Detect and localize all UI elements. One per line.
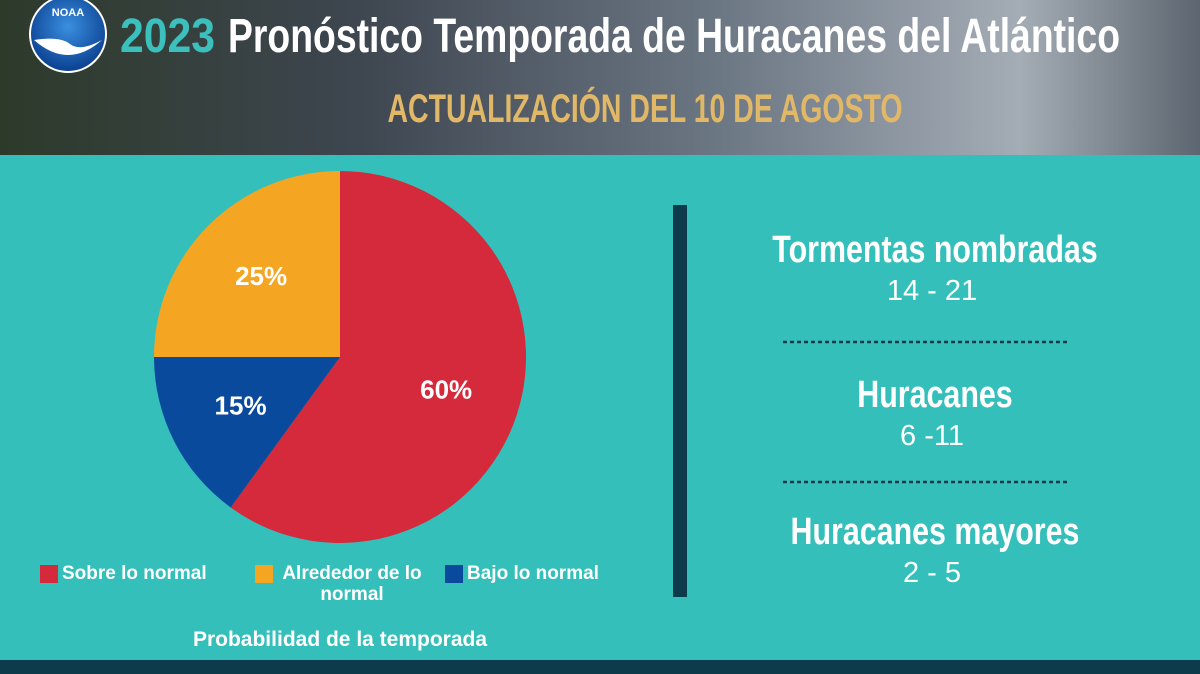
stat-range: 6 -11 — [900, 420, 964, 452]
stat-range: 2 - 5 — [903, 557, 961, 589]
pie-slice — [230, 171, 526, 543]
legend-item: Alrededor de lo normal — [282, 563, 422, 605]
footer-strip — [0, 660, 1200, 674]
pie-slice — [154, 171, 340, 357]
stat-label: Huracanes mayores — [791, 511, 1080, 553]
stat-label: Tormentas nombradas — [772, 229, 1097, 271]
header-subtitle: ACTUALIZACIÓN DEL 10 DE AGOSTO — [388, 85, 903, 131]
legend-item: Sobre lo normal — [62, 563, 207, 584]
divider — [673, 205, 687, 597]
chart-caption: Probabilidad de la temporada — [193, 628, 487, 651]
header-background — [0, 0, 1200, 155]
pie-slice — [154, 357, 340, 508]
header-title: Pronóstico Temporada de Huracanes del At… — [228, 10, 1120, 63]
legend-swatch — [40, 565, 58, 583]
logo-gull — [34, 38, 102, 55]
legend-label: Bajo lo normal — [467, 563, 599, 584]
logo-text: NOAA — [52, 7, 84, 19]
legend-swatch — [445, 565, 463, 583]
slice-label: 25% — [235, 261, 287, 291]
stat-range: 14 - 21 — [887, 275, 977, 307]
legend-label: Alrededor de lo normal — [282, 563, 422, 605]
legend-swatch — [255, 565, 273, 583]
logo — [29, 0, 107, 73]
stat-label: Huracanes — [857, 374, 1012, 416]
legend-item: Bajo lo normal — [467, 563, 599, 584]
legend-label: Sobre lo normal — [62, 563, 207, 584]
header-year: 2023 — [120, 10, 215, 63]
slice-label: 60% — [420, 374, 472, 404]
slice-label: 15% — [215, 391, 267, 421]
